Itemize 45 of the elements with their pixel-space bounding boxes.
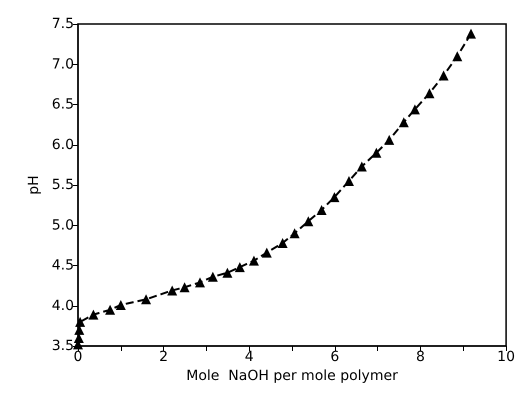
point bbox=[208, 272, 218, 282]
y-tick-label: 3.5 bbox=[52, 338, 74, 354]
y-tick-label: 7.5 bbox=[52, 16, 74, 32]
point bbox=[278, 238, 288, 248]
y-axis-title: pH bbox=[26, 175, 42, 195]
point bbox=[75, 316, 86, 327]
point bbox=[329, 192, 340, 202]
point bbox=[248, 256, 259, 266]
point bbox=[303, 216, 314, 226]
x-tick-label: 2 bbox=[159, 349, 168, 365]
y-tick-label: 4.0 bbox=[52, 298, 74, 314]
point bbox=[356, 161, 367, 172]
x-tick-label: 8 bbox=[416, 349, 425, 365]
point bbox=[384, 134, 394, 145]
point bbox=[195, 277, 206, 288]
point bbox=[290, 228, 300, 238]
point bbox=[141, 294, 152, 304]
point bbox=[234, 262, 245, 272]
point bbox=[438, 70, 449, 81]
point bbox=[452, 51, 462, 62]
point bbox=[466, 28, 476, 39]
x-axis-title: Mole NaOH per mole polymer bbox=[186, 368, 398, 384]
point bbox=[398, 117, 409, 128]
point bbox=[371, 148, 382, 158]
point bbox=[167, 285, 178, 296]
y-tick-label: 6.0 bbox=[52, 136, 74, 153]
point bbox=[410, 104, 420, 114]
point bbox=[88, 310, 98, 320]
point bbox=[116, 300, 126, 310]
y-tick-label: 7.0 bbox=[52, 56, 74, 72]
x-tick-label: 0 bbox=[74, 349, 82, 365]
y-tick-label: 5.5 bbox=[52, 177, 74, 193]
point bbox=[222, 268, 232, 278]
y-tick-label: 6.5 bbox=[52, 96, 74, 112]
x-tick-label: 4 bbox=[244, 349, 254, 365]
y-tick-label: 4.5 bbox=[52, 258, 74, 274]
point bbox=[180, 282, 190, 292]
y-tick-label: 5.0 bbox=[52, 217, 74, 234]
point bbox=[424, 88, 434, 98]
point bbox=[105, 304, 116, 315]
point bbox=[344, 176, 354, 186]
point bbox=[316, 204, 327, 215]
x-tick-label: 6 bbox=[330, 349, 340, 365]
x-tick-label: 10 bbox=[497, 349, 516, 365]
point bbox=[262, 248, 272, 258]
